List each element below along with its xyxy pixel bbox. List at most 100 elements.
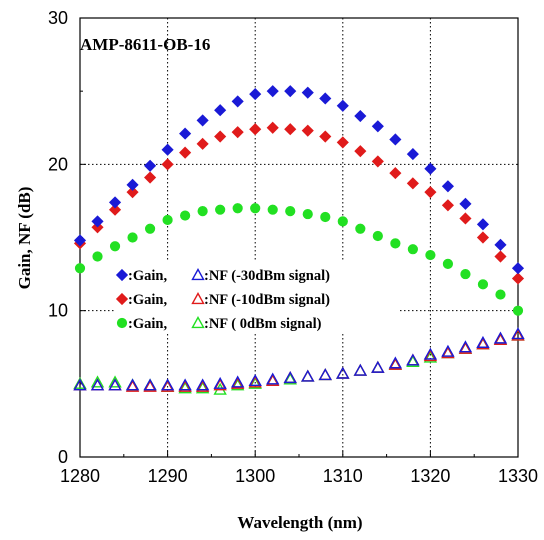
y-axis-ticks: 0 10 20 30 [48,8,86,467]
data-point [371,360,385,373]
x-tick-label: 1280 [60,466,100,486]
data-point [476,218,490,231]
data-point [302,208,313,220]
data-point [285,206,296,217]
data-point [301,86,314,99]
legend-gain-label: :Gain, [128,316,167,332]
data-point [512,305,524,316]
data-point [214,130,227,143]
data-point [423,347,438,360]
data-point [266,373,280,387]
data-point [162,214,173,226]
data-point [493,332,508,346]
data-point [180,210,191,221]
legend-gain-symbol [115,292,129,306]
data-point [460,268,471,280]
legend-gain-symbol [116,317,128,329]
data-point [232,203,243,214]
data-point [476,335,490,348]
data-point [459,212,472,225]
data-point [353,363,368,376]
data-point [477,279,489,290]
legend-entry-minus10: :Gain, :NF (-10dBm signal) [115,292,330,308]
data-point [90,378,105,391]
x-tick-label: 1300 [235,466,275,486]
legend-gain-label: :Gain, [128,292,167,308]
data-point [143,378,157,391]
data-point [493,331,508,344]
data-point [195,381,210,394]
data-point [441,199,454,212]
series-gain-10dbm-signal [73,121,525,285]
data-point [230,376,245,389]
data-point [318,368,332,381]
data-point [336,366,350,379]
data-point [126,186,139,199]
x-tick-label: 1290 [148,466,188,486]
data-point [73,376,87,389]
data-point [388,357,403,370]
data-point [248,373,262,387]
data-point [353,363,368,376]
data-point [73,378,87,391]
data-point [250,203,261,214]
data-point [424,162,437,175]
data-point [459,197,472,210]
legend-nf-symbol [191,316,205,329]
data-point [371,360,385,373]
x-axis-ticks: 1280 1290 1300 1310 1320 1330 [60,451,538,486]
y-tick-label: 0 [58,447,68,467]
data-point [195,379,210,392]
data-point [160,379,175,392]
data-point [73,234,87,247]
data-point [371,120,384,133]
chart-title: AMP-8611-OB-16 [80,35,210,54]
y-axis-title: Gain, NF (dB) [15,187,34,290]
data-point [336,99,349,112]
data-point [108,375,122,388]
data-point [196,114,209,127]
data-point [266,121,279,134]
data-point [108,203,122,216]
data-point [161,143,174,156]
data-point [476,231,490,244]
data-point [109,241,121,252]
data-point [284,123,297,136]
x-tick-label: 1330 [498,466,538,486]
data-point [301,369,315,382]
legend-gain-marker [116,317,128,329]
data-point [495,289,506,300]
data-point [160,378,175,391]
data-point [458,341,473,354]
data-point [476,337,490,350]
series-gain-30dbm-signal [73,85,525,275]
data-points [73,85,525,395]
data-point [301,369,315,382]
data-point [215,204,226,215]
y-tick-label: 30 [48,8,68,28]
data-point [390,238,401,249]
data-point [161,158,174,171]
series-gain-0dbm-signal [74,203,524,316]
legend-entry-0dbm: :Gain, :NF ( 0dBm signal) [116,316,322,332]
data-point [283,372,297,385]
data-point [406,354,420,367]
data-point [336,136,349,149]
data-point [494,250,507,263]
data-point [230,378,245,391]
data-point [213,376,227,389]
y-tick-label: 20 [48,154,68,174]
data-point [407,244,418,255]
data-point [178,381,192,394]
data-point [355,223,366,234]
data-point [318,368,332,381]
data-point [511,272,525,285]
x-tick-label: 1310 [323,466,363,486]
data-point [284,85,297,98]
data-point [406,177,419,190]
data-point [511,327,525,340]
data-point [267,204,278,215]
data-point [371,155,384,168]
data-point [388,356,403,369]
data-point [144,171,157,184]
